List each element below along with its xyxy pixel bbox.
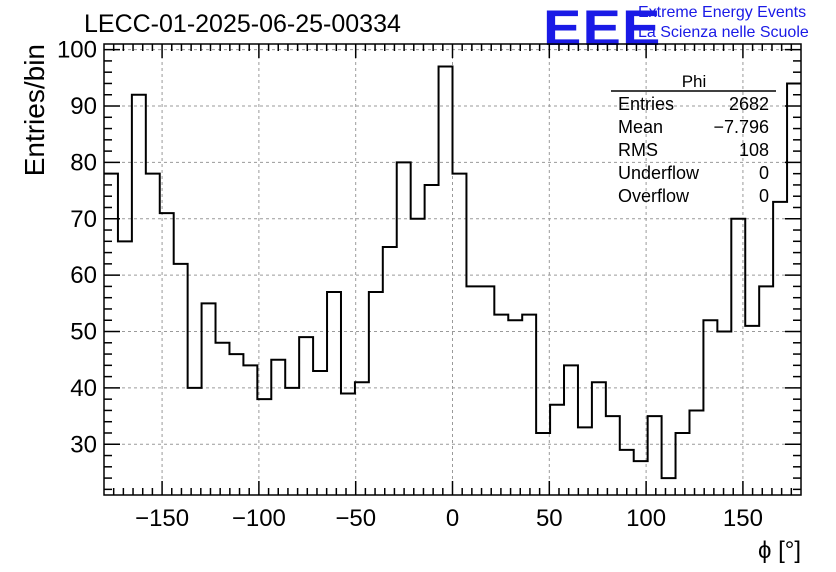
eee-logo: EEE — [543, 0, 662, 56]
x-tick-label: −50 — [335, 505, 376, 532]
y-tick-label: 100 — [57, 37, 97, 64]
y-tick-label: 70 — [70, 206, 97, 233]
stats-value-mean: −7.796 — [713, 117, 769, 137]
y-tick-label: 80 — [70, 149, 97, 176]
x-axis-title: ϕ [°] — [758, 537, 801, 564]
stats-label-rms: RMS — [618, 140, 658, 160]
stats-value-rms: 108 — [739, 140, 769, 160]
stats-label-overflow: Overflow — [618, 186, 690, 206]
x-tick-label: 150 — [723, 505, 763, 532]
chart-title: LECC-01-2025-06-25-00334 — [84, 10, 401, 38]
y-tick-label: 40 — [70, 375, 97, 402]
stats-value-entries: 2682 — [729, 94, 769, 114]
x-tick-label: −150 — [135, 505, 189, 532]
stats-value-overflow: 0 — [759, 186, 769, 206]
eee-logo-subtitle-line1: Extreme Energy Events — [638, 4, 807, 21]
stats-box-title: Phi — [682, 72, 707, 91]
y-tick-labels: 30 40 50 60 70 80 90 100 — [57, 37, 97, 459]
stats-label-entries: Entries — [618, 94, 674, 114]
axis-ticks — [104, 44, 801, 495]
x-tick-label: 50 — [536, 505, 563, 532]
x-tick-label: 100 — [626, 505, 666, 532]
x-tick-labels: −150 −100 −50 0 50 100 150 — [135, 505, 763, 532]
y-axis-title: Entries/bin — [19, 44, 50, 176]
histogram-line — [104, 65, 801, 480]
stats-box: Phi Entries 2682 Mean −7.796 RMS 108 Und… — [611, 72, 776, 206]
y-tick-label: 60 — [70, 262, 97, 289]
stats-label-mean: Mean — [618, 117, 663, 137]
stats-value-underflow: 0 — [759, 163, 769, 183]
y-tick-label: 90 — [70, 93, 97, 120]
y-tick-label: 30 — [70, 431, 97, 458]
y-tick-label: 50 — [70, 319, 97, 346]
x-tick-label: −100 — [232, 505, 286, 532]
stats-label-underflow: Underflow — [618, 163, 700, 183]
x-tick-label: 0 — [446, 505, 459, 532]
eee-logo-subtitle-line2: La Scienza nelle Scuole — [638, 24, 809, 41]
